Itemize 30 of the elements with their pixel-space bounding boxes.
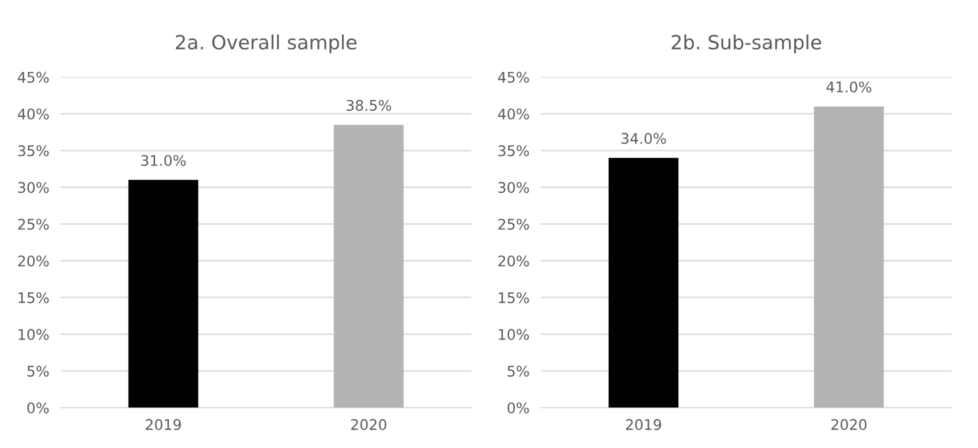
y-tick-label: 25% [18,218,49,230]
x-tick-label: 2019 [626,419,662,430]
y-tick-label: 10% [18,328,49,340]
y-tick-label: 20% [18,255,49,266]
y-tick-label: 30% [498,182,529,194]
y-tick-label: 15% [18,292,49,304]
x-tick-label: 2020 [351,419,386,430]
data-label: 41.0% [826,81,872,93]
y-tick-label: 40% [18,108,49,120]
x-tick-label: 2019 [146,419,181,430]
y-tick-label: 5% [28,366,49,377]
y-tick-label: 25% [498,218,529,230]
data-label: 38.5% [346,100,392,111]
y-tick-label: 10% [498,328,529,340]
data-label: 34.0% [621,132,666,144]
x-tick-label: 2020 [831,419,866,430]
y-tick-label: 5% [508,366,529,377]
chart-title: 2a. Overall sample [176,34,356,54]
chart-title: 2b. Sub-sample [672,34,822,54]
y-tick-label: 40% [498,108,529,120]
y-tick-label: 0% [27,402,49,414]
y-tick-label: 15% [498,292,529,304]
data-label: 31.0% [141,154,186,166]
y-tick-label: 45% [18,72,49,83]
y-tick-label: 45% [498,72,529,83]
y-tick-label: 0% [508,402,529,414]
y-tick-label: 35% [18,145,49,156]
y-tick-label: 35% [498,145,529,156]
y-tick-label: 20% [498,255,529,266]
y-tick-label: 30% [18,182,49,194]
